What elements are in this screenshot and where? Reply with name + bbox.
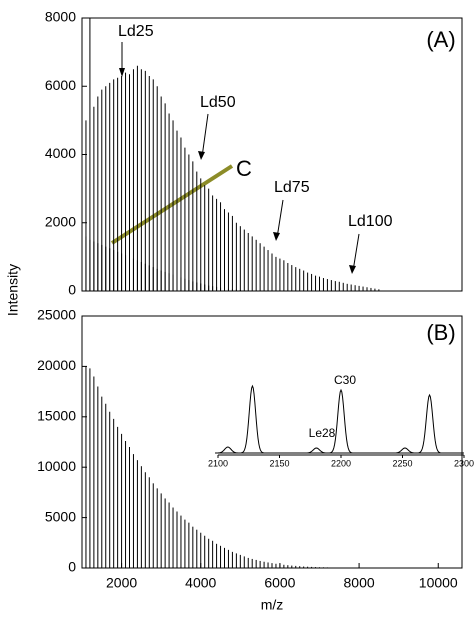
annotation: Ld100 <box>348 213 393 230</box>
arrow-head <box>349 265 356 274</box>
annotation: C <box>236 156 252 181</box>
inset-peak <box>215 446 241 454</box>
y-tick-label: 5000 <box>45 508 76 524</box>
peak-label: Le28 <box>309 426 336 440</box>
y-tick-label: 15000 <box>37 408 76 424</box>
x-tick-label: 8000 <box>344 575 375 591</box>
x-tick-label: 2300 <box>454 458 474 468</box>
arrow-head <box>198 151 205 160</box>
peak-label: C30 <box>334 373 356 387</box>
arrow <box>276 199 284 239</box>
x-tick-label: 2200 <box>331 458 351 468</box>
annotation: Ld75 <box>274 179 310 196</box>
y-tick-label: 4000 <box>45 145 76 161</box>
plot-frame <box>81 315 463 569</box>
x-tick-label: 2250 <box>392 458 412 468</box>
arrow <box>110 164 234 245</box>
panel-label: (B) <box>426 320 455 345</box>
y-tick-label: 6000 <box>45 77 76 93</box>
inset-peak <box>303 447 330 454</box>
arrow <box>352 233 360 272</box>
y-tick-label: 0 <box>68 559 76 575</box>
annotations: Ld25 Ld50 Ld75 Ld100 C <box>110 23 393 274</box>
y-tick-label: 25000 <box>37 307 76 323</box>
inset-peak <box>416 393 443 454</box>
arrow <box>201 113 209 158</box>
y-tick-label: 8000 <box>45 9 76 25</box>
inset-peak <box>328 388 354 454</box>
inset-peak <box>239 384 266 454</box>
x-tick-label: 10000 <box>419 575 458 591</box>
arrow-head <box>273 232 280 241</box>
x-tick-label: 2100 <box>208 458 228 468</box>
y-tick-label: 20000 <box>37 357 76 373</box>
y-axis-label: Intensity <box>5 264 21 316</box>
plot-frame <box>81 17 463 292</box>
y-tick-label: 0 <box>68 282 76 298</box>
inset-peak <box>392 447 418 454</box>
panel-label: (A) <box>426 27 455 52</box>
x-tick-label: 6000 <box>264 575 295 591</box>
annotation: Ld50 <box>200 94 236 111</box>
y-tick-label: 10000 <box>37 458 76 474</box>
arrow-head <box>119 68 125 77</box>
x-tick-label: 2150 <box>269 458 289 468</box>
y-tick-label: 2000 <box>45 213 76 229</box>
x-axis-label: m/z <box>261 597 284 613</box>
x-tick-label: 2000 <box>106 575 137 591</box>
annotation: Ld25 <box>118 23 154 40</box>
x-tick-label: 4000 <box>185 575 216 591</box>
